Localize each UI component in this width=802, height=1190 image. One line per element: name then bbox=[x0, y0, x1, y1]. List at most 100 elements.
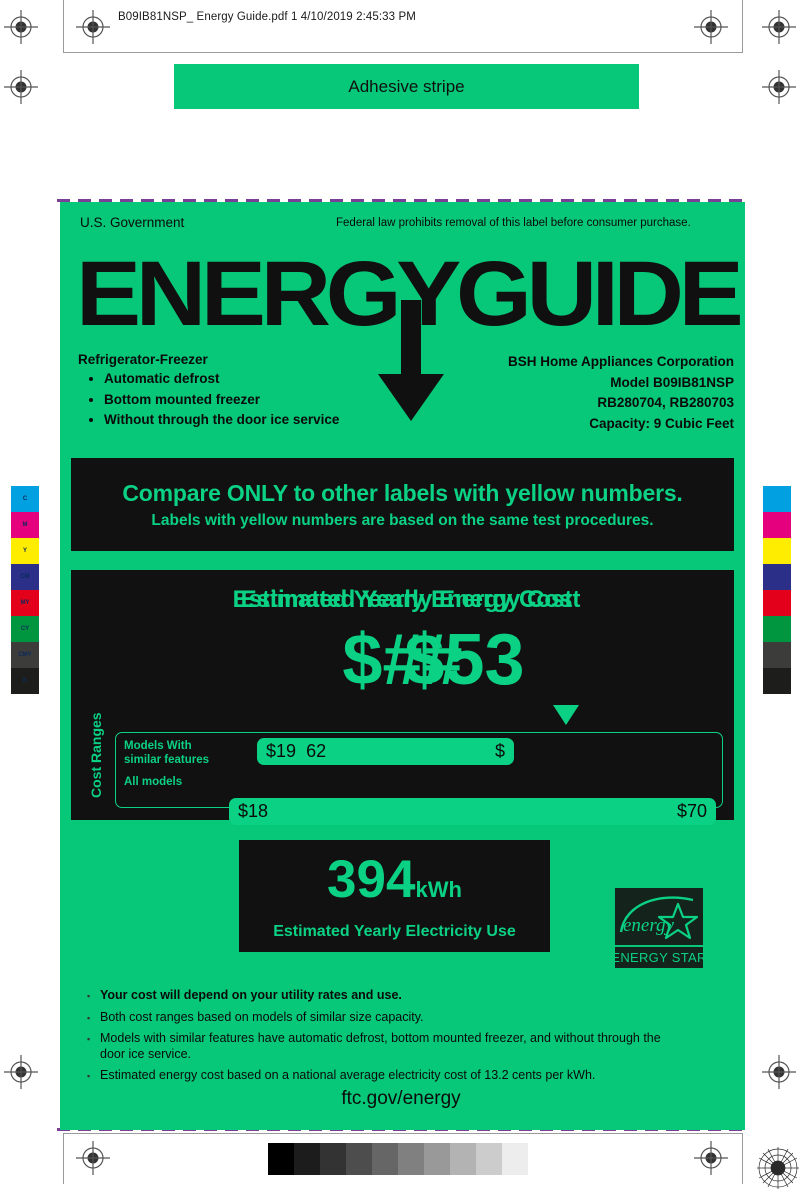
electricity-use-unit: kWh bbox=[415, 876, 462, 902]
color-patch-my: MY bbox=[11, 590, 39, 616]
estimated-cost-heading-template: Estimated Yearly Energy Cost bbox=[232, 586, 573, 613]
estimated-cost-amount: $## $53 bbox=[71, 620, 734, 700]
registration-mark-top-right-inner bbox=[694, 10, 728, 44]
gray-patch-1 bbox=[294, 1143, 320, 1175]
proof-divider-left-bottom bbox=[63, 1133, 64, 1184]
color-calibration-strip-left: C M Y CM MY CY CMY K bbox=[11, 486, 39, 694]
manufacturer-block: BSH Home Appliances Corporation Model B0… bbox=[440, 352, 734, 434]
proof-divider-right-bottom bbox=[742, 1133, 743, 1184]
color-patch-cm: CM bbox=[763, 564, 791, 590]
cost-range-bar-all: $18 $70 bbox=[229, 798, 716, 825]
registration-mark-bottom-left bbox=[4, 1055, 38, 1089]
electricity-use-caption: Estimated Yearly Electricity Use bbox=[273, 922, 516, 940]
us-government-text: U.S. Government bbox=[80, 215, 185, 230]
proof-divider-right bbox=[742, 0, 743, 52]
ftc-url: ftc.gov/energy bbox=[341, 1088, 461, 1109]
estimated-cost-amount-template: $## bbox=[342, 620, 463, 700]
registration-mark-top-right bbox=[762, 10, 796, 44]
registration-mark-bottom-right-inner bbox=[694, 1141, 728, 1175]
gray-patch-3 bbox=[346, 1143, 372, 1175]
color-patch-c: C bbox=[763, 486, 791, 512]
footnote-bullet-icon: ▪ bbox=[87, 991, 91, 1001]
range-low-template: $19 bbox=[266, 741, 297, 761]
proof-divider-footer bbox=[63, 1133, 743, 1134]
footnote-text: Your cost will depend on your utility ra… bbox=[100, 988, 402, 1002]
appliance-features: Refrigerator-Freezer Automatic defrost B… bbox=[78, 352, 408, 431]
footnote-item: ▪ Models with similar features have auto… bbox=[82, 1031, 682, 1062]
color-patch-y: Y bbox=[11, 538, 39, 564]
footnote-text: Both cost ranges based on models of simi… bbox=[100, 1009, 424, 1024]
feature-item: Automatic defrost bbox=[104, 369, 408, 390]
estimated-cost-panel: Estimated Yearly Energy Cost Estimated Y… bbox=[71, 570, 734, 820]
manufacturer-capacity: Capacity: 9 Cubic Feet bbox=[589, 415, 734, 431]
range-label-line2: similar features bbox=[124, 754, 210, 766]
feature-item: Bottom mounted freezer bbox=[104, 390, 408, 411]
gray-patch-6 bbox=[424, 1143, 450, 1175]
registration-mark-left bbox=[4, 70, 38, 104]
gray-patch-7 bbox=[450, 1143, 476, 1175]
manufacturer-model: Model B09IB81NSP bbox=[610, 374, 734, 390]
electricity-use-value-group: 394kWh bbox=[327, 852, 462, 917]
appliance-feature-list: Automatic defrost Bottom mounted freezer… bbox=[78, 369, 408, 431]
compare-line-2: Labels with yellow numbers are based on … bbox=[151, 511, 654, 529]
range-high-all: $70 bbox=[676, 801, 707, 821]
estimated-cost-amount-value: $53 bbox=[404, 620, 525, 700]
adhesive-stripe-label: Adhesive stripe bbox=[348, 76, 465, 96]
electricity-use-value: 394 bbox=[327, 849, 416, 909]
range-high-similar: $ bbox=[494, 741, 505, 761]
registration-mark-top-left-inner bbox=[76, 10, 110, 44]
color-patch-my: MY bbox=[763, 590, 791, 616]
compare-line-1: Compare ONLY to other labels with yellow… bbox=[122, 479, 683, 506]
proof-divider-left bbox=[63, 0, 64, 52]
gray-patch-4 bbox=[372, 1143, 398, 1175]
range-row-label-all: All models bbox=[124, 775, 252, 789]
manufacturer-company: BSH Home Appliances Corporation bbox=[507, 354, 734, 369]
svg-text:energy: energy bbox=[623, 915, 675, 936]
gray-patch-5 bbox=[398, 1143, 424, 1175]
color-patch-cy: CY bbox=[763, 616, 791, 642]
gray-patch-8 bbox=[476, 1143, 502, 1175]
range-low-value: 62 bbox=[306, 741, 327, 761]
color-patch-cmy: CMY bbox=[763, 642, 791, 668]
range-label-line1: Models With bbox=[124, 740, 192, 752]
energy-star-logo-icon: energy ENERGY STAR bbox=[611, 888, 706, 968]
compare-banner: Compare ONLY to other labels with yellow… bbox=[71, 458, 734, 551]
footnote-bullet-icon: ▪ bbox=[87, 1071, 91, 1081]
proof-divider-header bbox=[63, 52, 743, 53]
gray-patch-2 bbox=[320, 1143, 346, 1175]
registration-mark-bottom-left-inner bbox=[76, 1141, 110, 1175]
down-triangle-marker-icon bbox=[553, 705, 579, 725]
footnote-text: Models with similar features have automa… bbox=[100, 1031, 661, 1061]
down-arrow-icon bbox=[375, 300, 447, 424]
grayscale-calibration-strip bbox=[268, 1143, 528, 1175]
color-patch-cy: CY bbox=[11, 616, 39, 642]
registration-mark-top-left bbox=[4, 10, 38, 44]
feature-item: Without through the door ice service bbox=[104, 410, 408, 431]
gray-patch-0 bbox=[268, 1143, 294, 1175]
manufacturer-alt-models: RB280704, RB280703 bbox=[597, 395, 734, 410]
gray-patch-9 bbox=[502, 1143, 528, 1175]
color-patch-cmy: CMY bbox=[11, 642, 39, 668]
range-row-label-similar: Models With similar features bbox=[124, 739, 252, 767]
appliance-category: Refrigerator-Freezer bbox=[78, 352, 208, 367]
color-patch-cm: CM bbox=[11, 564, 39, 590]
federal-law-notice: Federal law prohibits removal of this la… bbox=[336, 217, 691, 229]
range-low-similar: $19062 bbox=[266, 741, 326, 762]
color-patch-c: C bbox=[11, 486, 39, 512]
footnote-list: ▪ Your cost will depend on your utility … bbox=[82, 988, 682, 1090]
cost-ranges-label: Cost Ranges bbox=[88, 712, 104, 798]
cost-ranges-box: Models With similar features $19062 $ Al… bbox=[115, 732, 723, 825]
electricity-use-box: 394kWh Estimated Yearly Electricity Use bbox=[239, 840, 550, 952]
range-label-line1: All models bbox=[124, 776, 183, 788]
color-patch-k: K bbox=[763, 668, 791, 694]
footnote-item: ▪ Your cost will depend on your utility … bbox=[82, 988, 682, 1004]
color-patch-m: M bbox=[763, 512, 791, 538]
rosette-mark-bottom-right bbox=[756, 1146, 800, 1190]
range-low-all: $18 bbox=[238, 801, 269, 821]
footnote-item: ▪ Both cost ranges based on models of si… bbox=[82, 1010, 682, 1026]
estimated-cost-heading: Estimated Yearly Energy Cost Estimated Y… bbox=[71, 586, 734, 620]
color-patch-y: Y bbox=[763, 538, 791, 564]
proof-header-text: B09IB81NSP_ Energy Guide.pdf 1 4/10/2019… bbox=[118, 11, 416, 23]
footnote-item: ▪ Estimated energy cost based on a natio… bbox=[82, 1068, 682, 1084]
